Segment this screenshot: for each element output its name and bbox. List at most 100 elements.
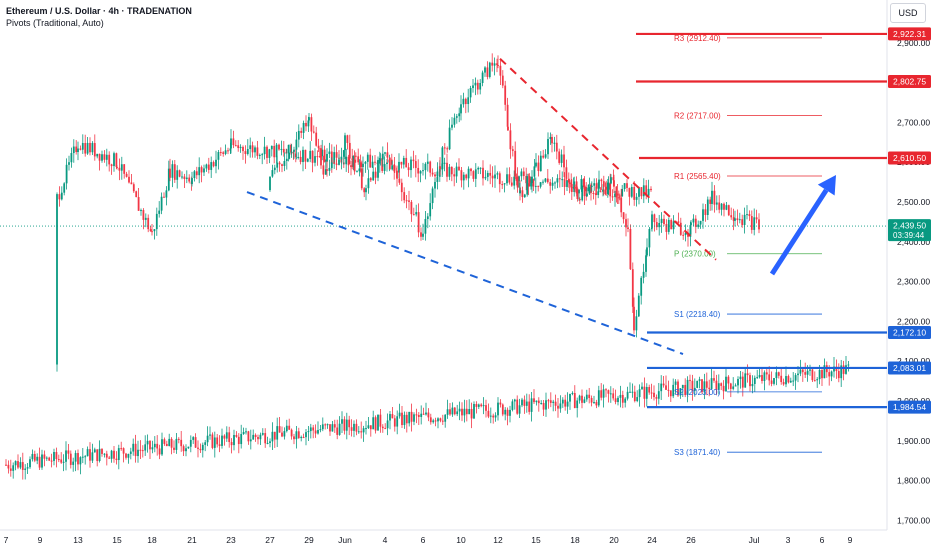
candle-body [72,146,75,154]
candle-body [686,379,689,396]
candle-body [381,157,384,171]
candle-body [65,164,68,184]
candle-body [398,178,401,183]
candle-body [235,435,238,437]
candle-body [393,418,396,427]
indicator-label[interactable]: Pivots (Traditional, Auto) [6,18,104,28]
candle-body [58,194,61,200]
candle-body [746,373,749,376]
candle-body [670,219,673,230]
candle-body [86,142,89,154]
candle-body [573,393,576,409]
currency-button[interactable]: USD [890,3,926,23]
candle-body [488,62,491,77]
candle-body [213,437,216,448]
candle-body [149,229,152,232]
candle-body [744,373,747,388]
candle-body [367,178,370,189]
candle-body [504,85,507,105]
candle-body [381,153,384,160]
candle-body [225,432,228,439]
candle-body [842,365,845,374]
candle-body [96,153,99,157]
candle-body [407,167,410,171]
candle-body [201,444,204,451]
candle-body [67,450,70,454]
candle-body [706,199,709,215]
candle-body [200,167,203,173]
candle-body [582,178,585,188]
candle-body [237,145,240,149]
candle-body [590,185,593,187]
candle-body [780,375,783,383]
candle-body [660,218,663,223]
candle-body [816,379,819,381]
candle-body [653,214,656,223]
candle-body [516,176,519,188]
candle-body [484,67,486,73]
candle-body [672,221,675,230]
candle-body [792,380,795,382]
candle-body [616,193,619,196]
candle-body [599,191,602,193]
candle-body [549,400,552,403]
candle-body [761,375,763,381]
candle-body [17,461,19,468]
candle-body [620,197,623,213]
candle-body [561,399,564,404]
candle-body [727,205,730,216]
candle-body [353,423,355,431]
candle-body [588,394,591,398]
falling-support-trendline[interactable] [246,191,684,355]
candle-body [170,438,173,448]
candle-body [570,182,573,188]
candle-body [70,153,73,163]
candle-body [141,450,144,452]
candle-body [600,179,603,182]
candle-body [288,152,291,159]
candle-body [304,149,307,162]
candle-body [343,419,346,431]
candle-body [413,414,415,422]
candle-body [129,451,132,454]
candle-body [369,178,372,181]
candle-body [470,408,473,419]
candle-body [506,104,509,127]
candle-body [48,457,51,461]
candle-body [701,379,703,393]
candle-body [187,446,190,449]
candle-body [605,389,607,391]
candle-body [218,444,221,446]
candle-body [506,174,508,184]
candle-body [101,448,103,454]
candle-body [547,400,550,402]
candle-body [753,377,756,384]
candle-body [494,415,497,418]
candle-body [492,415,495,418]
candle-body [715,202,718,205]
candle-body [36,456,39,461]
candle-body [464,98,467,105]
bullish-projection-arrow[interactable] [769,175,836,276]
candle-body [273,167,276,171]
candle-body [607,183,610,190]
falling-resistance-trendline[interactable] [499,57,717,261]
candle-body [693,387,696,391]
candle-body [537,185,540,187]
candle-body [350,165,352,168]
resistance-level-label: 2,922.31 [893,29,926,39]
candle-body [804,372,807,375]
candle-body [359,162,362,168]
candle-body [480,404,483,407]
candle-body [132,443,135,452]
candle-body [751,383,754,387]
candle-body [554,182,556,184]
candle-body [156,443,159,449]
candle-body [280,148,283,150]
candle-body [182,446,185,452]
candle-body [636,397,639,402]
candle-body [730,215,733,218]
candle-body [367,425,370,429]
candle-body [314,156,316,163]
